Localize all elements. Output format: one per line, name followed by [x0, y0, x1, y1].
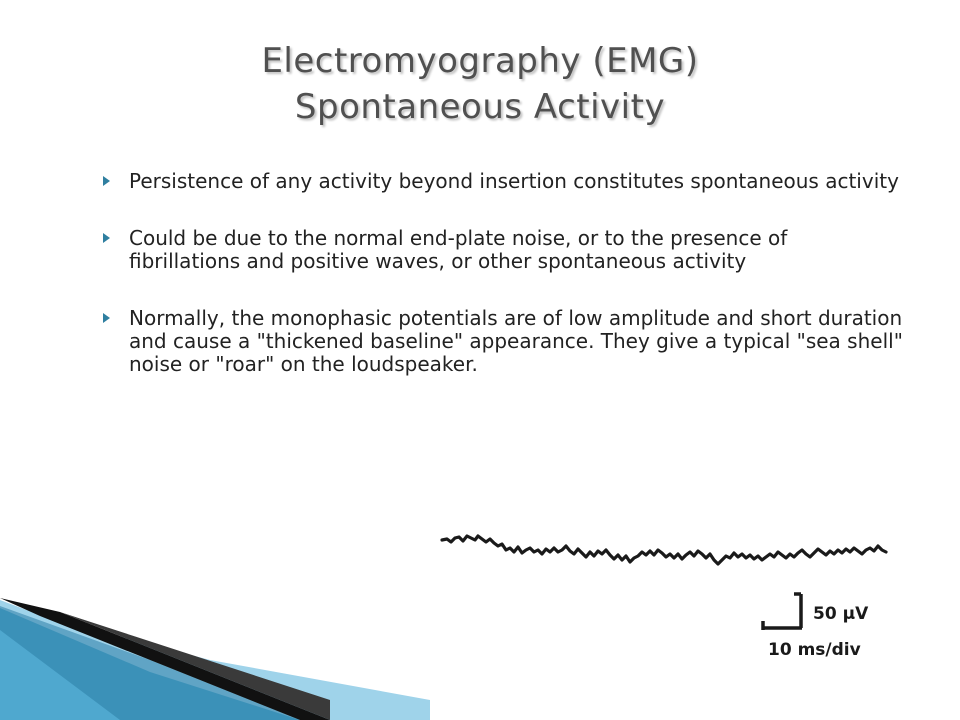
emg-trace-graphic: [440, 534, 888, 630]
bullet-text: Normally, the monophasic potentials are …: [129, 306, 903, 376]
bullet-arrow-icon: [103, 233, 110, 243]
amplitude-scale-label: 50 µV: [813, 604, 869, 624]
bullet-list: Persistence of any activity beyond inser…: [103, 170, 903, 410]
bullet-text: Persistence of any activity beyond inser…: [129, 169, 899, 193]
time-scale-label: 10 ms/div: [768, 640, 861, 660]
scale-bar-icon: [761, 592, 803, 630]
slide-title: Electromyography (EMG) Spontaneous Activ…: [0, 38, 960, 130]
corner-swoosh-decoration: [0, 598, 430, 720]
bullet-arrow-icon: [103, 313, 110, 323]
bullet-arrow-icon: [103, 176, 110, 186]
slide-title-line-2: Spontaneous Activity: [294, 87, 666, 127]
bullet-item: Persistence of any activity beyond inser…: [103, 170, 903, 193]
bullet-item: Could be due to the normal end-plate noi…: [103, 227, 903, 273]
emg-waveform: [440, 534, 888, 566]
bullet-item: Normally, the monophasic potentials are …: [103, 307, 903, 376]
bullet-text: Could be due to the normal end-plate noi…: [129, 226, 788, 273]
slide-title-line-1: Electromyography (EMG): [261, 41, 699, 81]
emg-figure: 50 µV 10 ms/div: [438, 524, 892, 664]
